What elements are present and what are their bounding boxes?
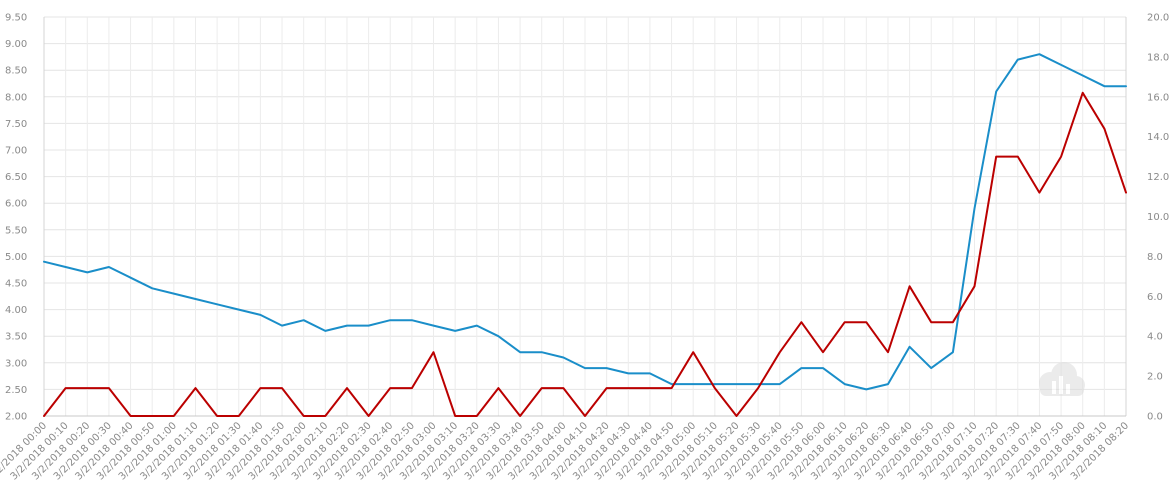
left-tick-label: 6.50 bbox=[5, 172, 27, 183]
left-tick-label: 6.00 bbox=[5, 199, 27, 210]
left-tick-label: 8.00 bbox=[5, 92, 27, 103]
right-tick-label: 16.0 bbox=[1147, 92, 1169, 103]
left-axis: 2.00 2.50 3.00 3.50 4.00 4.50 5.00 5.50 6.00 6.50… bbox=[5, 13, 27, 423]
series-layer bbox=[43, 53, 1127, 417]
left-tick-label: 4.00 bbox=[5, 305, 27, 316]
right-tick-label: 6.0 bbox=[1147, 292, 1163, 303]
right-tick-label: 0.0 bbox=[1147, 412, 1163, 423]
right-tick-label: 10.0 bbox=[1147, 212, 1169, 223]
left-tick-label: 4.50 bbox=[5, 279, 27, 290]
left-tick-label: 3.00 bbox=[5, 358, 27, 369]
right-axis: 0.0 2.0 4.0 6.0 8.0 10.0 12.0 14.0 16.0 18.0 20.0 bbox=[1147, 13, 1169, 423]
x-axis: 3/2/2018 00:003/2/2018 00:103/2/2018 00:… bbox=[0, 420, 1131, 482]
left-tick-label: 7.00 bbox=[5, 146, 27, 157]
left-tick-label: 9.00 bbox=[5, 39, 27, 50]
right-tick-label: 4.0 bbox=[1147, 332, 1163, 343]
grid bbox=[43, 16, 1127, 417]
series-line-right-axis bbox=[43, 91, 1127, 417]
left-tick-label: 2.00 bbox=[5, 412, 27, 423]
series-line-left-axis bbox=[43, 53, 1127, 391]
left-tick-label: 5.00 bbox=[5, 252, 27, 263]
right-tick-label: 2.0 bbox=[1147, 372, 1163, 383]
left-tick-label: 2.50 bbox=[5, 385, 27, 396]
right-tick-label: 8.0 bbox=[1147, 252, 1163, 263]
right-tick-label: 20.0 bbox=[1147, 13, 1169, 24]
left-tick-label: 7.50 bbox=[5, 119, 27, 130]
right-tick-label: 14.0 bbox=[1147, 132, 1169, 143]
left-tick-label: 5.50 bbox=[5, 225, 27, 236]
left-tick-label: 8.50 bbox=[5, 66, 27, 77]
cloud-chart-icon bbox=[1039, 362, 1085, 396]
right-tick-label: 12.0 bbox=[1147, 172, 1169, 183]
right-tick-label: 18.0 bbox=[1147, 52, 1169, 63]
left-tick-label: 9.50 bbox=[5, 13, 27, 24]
left-tick-label: 3.50 bbox=[5, 332, 27, 343]
